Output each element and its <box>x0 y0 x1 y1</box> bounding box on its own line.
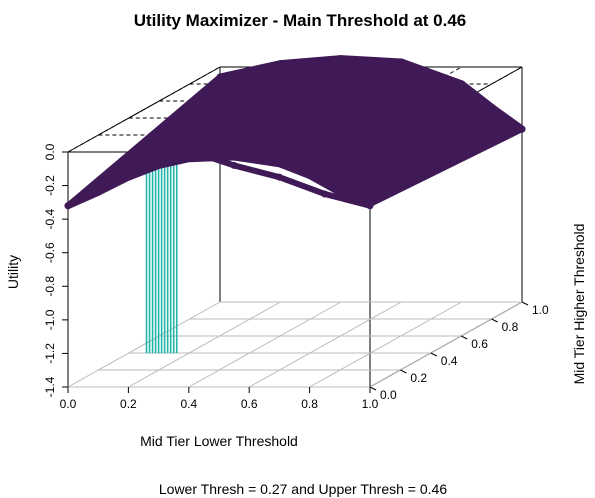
x-axis-label: Mid Tier Lower Threshold <box>140 433 298 449</box>
y-tick-label: 0.6 <box>471 337 488 351</box>
floor-grid <box>67 301 523 388</box>
x-tick-label: 1.0 <box>362 397 379 411</box>
surface-point <box>337 55 345 63</box>
y-axis-ticks: 0.0 0.2 0.4 0.6 0.8 1.0 <box>369 301 549 402</box>
z-tick-label: -1.4 <box>43 376 57 397</box>
floor-grid-line <box>369 301 523 388</box>
y-tick-mark <box>521 301 529 306</box>
surface-point <box>64 202 72 210</box>
z-tick-label: -0.6 <box>43 242 57 263</box>
zero-plane-line <box>67 66 221 153</box>
surface-point <box>124 173 132 181</box>
surface-point <box>216 73 224 81</box>
floor-grid-line <box>188 301 342 388</box>
utility-surface <box>64 55 526 210</box>
z-axis-ticks: 0.0 -0.2 -0.4 -0.6 -0.8 -1.0 -1.2 -1.4 <box>43 143 68 397</box>
floor-grid-line <box>128 301 281 388</box>
surface-point <box>230 153 238 161</box>
floor-grid-line <box>248 301 402 388</box>
surface-point <box>275 173 283 181</box>
y-axis-label: Mid Tier Higher Threshold <box>571 224 587 385</box>
x-tick-label: 0.0 <box>60 397 77 411</box>
y-tick-mark <box>460 335 468 340</box>
surface-point <box>230 161 238 169</box>
surface-point <box>488 103 496 111</box>
chart-subtitle: Lower Thresh = 0.27 and Upper Thresh = 0… <box>159 481 447 497</box>
optimum-drop-lines <box>143 150 181 354</box>
surface-point <box>518 125 526 133</box>
y-tick-mark <box>369 386 377 391</box>
x-tick-label: 0.6 <box>241 397 258 411</box>
surface-point <box>336 188 344 196</box>
y-tick-mark <box>430 352 438 357</box>
z-tick-label: 0.0 <box>43 143 57 160</box>
x-tick-label: 0.2 <box>120 397 137 411</box>
surface-point <box>94 188 102 196</box>
surface-point <box>200 151 208 159</box>
surface-point <box>185 155 193 163</box>
surface-point <box>366 202 374 210</box>
y-tick-label: 1.0 <box>532 303 549 317</box>
chart-title: Utility Maximizer - Main Threshold at 0.… <box>134 11 467 30</box>
surface-point <box>155 161 163 169</box>
z-tick-label: -0.4 <box>43 208 57 229</box>
surface-point <box>275 160 283 168</box>
x-tick-label: 0.8 <box>301 397 318 411</box>
surface-point <box>276 60 284 68</box>
y-tick-label: 0.8 <box>502 320 519 334</box>
y-tick-label: 0.4 <box>441 354 458 368</box>
x-axis-ticks: 0.0 0.2 0.4 0.6 0.8 1.0 <box>60 387 379 411</box>
surface-point <box>306 172 314 179</box>
y-tick-mark <box>400 369 407 374</box>
z-axis-label: Utility <box>5 255 21 289</box>
y-tick-label: 0.0 <box>380 388 397 402</box>
y-tick-mark <box>491 318 498 323</box>
floor-grid-line <box>309 301 462 388</box>
surface-point <box>458 80 466 88</box>
y-tick-label: 0.2 <box>410 371 427 385</box>
x-tick-label: 0.4 <box>180 397 197 411</box>
floor-grid-line <box>67 301 221 388</box>
z-tick-label: -1.0 <box>43 309 57 330</box>
z-tick-label: -1.2 <box>43 343 57 364</box>
surface-point <box>321 190 329 198</box>
z-tick-label: -0.2 <box>43 175 57 196</box>
surface-point <box>397 58 405 66</box>
z-tick-label: -0.8 <box>43 276 57 297</box>
